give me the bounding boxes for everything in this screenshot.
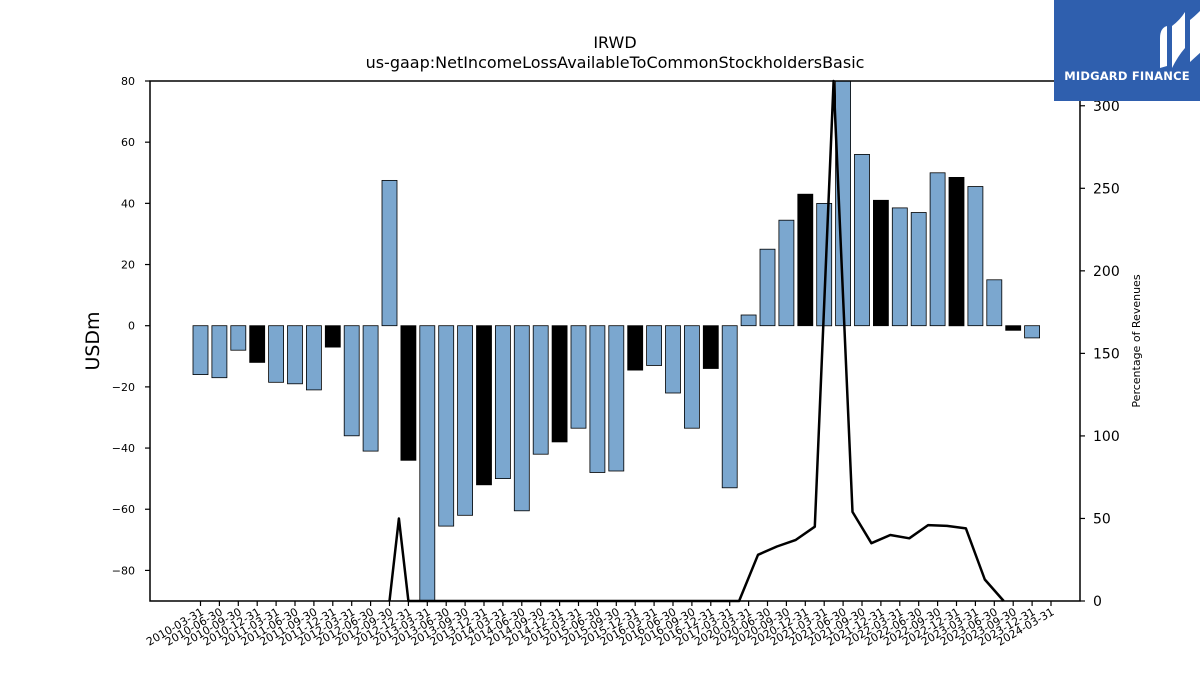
bar [192,325,209,376]
bar [948,176,965,327]
bar [627,325,644,371]
bar [721,325,738,489]
y2-tick-label: 150 [1093,346,1120,362]
bar [513,325,530,512]
bar [910,212,927,327]
bar [873,199,889,327]
bar [608,325,625,472]
bar [457,325,474,516]
bar [740,314,757,327]
bar [362,325,379,452]
bar [438,325,455,527]
y-tick-label: −80 [112,564,135,577]
bar [324,325,341,348]
bar [759,248,776,327]
bar [570,325,587,429]
y-axis-label: USDm [82,311,104,370]
y2-tick-label: 100 [1093,429,1120,445]
bar [589,325,606,473]
bar [343,325,360,437]
bar [268,325,285,383]
y2-tick-label: 250 [1093,181,1120,197]
y2-tick-label: 300 [1093,99,1120,115]
bar [967,186,984,327]
brand-name: MIDGARD FINANCE [1064,69,1190,83]
bar [797,193,814,327]
bar [400,325,417,461]
chart-title: IRWD [593,33,636,52]
y-tick-label: −60 [112,503,135,516]
bar [381,179,398,327]
bar [287,325,303,385]
bar [1024,325,1040,339]
y2-tick-label: 0 [1093,594,1102,610]
bar [249,325,266,363]
y2-axis-label: Percentage of Revenues [1130,274,1143,407]
y-tick-label: 60 [121,136,135,149]
chart-subtitle: us-gaap:NetIncomeLossAvailableToCommonSt… [366,53,865,72]
y2-tick-label: 50 [1093,511,1111,527]
bar [211,325,228,379]
midgard-m-logo-icon [1160,10,1200,68]
bar [551,325,568,443]
y2-tick-label: 200 [1093,264,1120,280]
bar [665,325,681,394]
bar [230,325,247,351]
y-tick-label: 0 [128,320,135,333]
bar [494,325,511,480]
bar [1005,325,1022,331]
bar [419,325,436,602]
y-tick-label: 20 [121,259,135,272]
y-tick-label: −20 [112,381,135,394]
brand-logo: MIDGARD FINANCE [1054,0,1200,101]
bar [986,279,1003,327]
bar [702,325,719,369]
plot-frame [149,80,1081,602]
bar [778,219,795,327]
y-tick-label: 40 [121,197,135,210]
bar [929,172,946,327]
bar [646,325,662,366]
bar [476,325,492,486]
bar [854,153,870,327]
y-tick-label: −40 [112,442,135,455]
bar [684,325,700,429]
y-tick-label: 80 [121,75,135,88]
bar [305,325,322,391]
bar [532,325,549,455]
bar [891,207,908,327]
